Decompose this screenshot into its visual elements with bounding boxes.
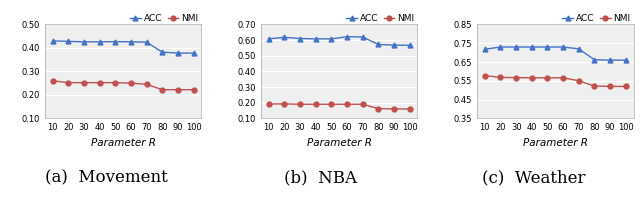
ACC — [65, 40, 72, 43]
NMI — [96, 81, 104, 84]
Line: NMI: NMI — [266, 102, 412, 111]
ACC — [328, 38, 335, 40]
X-axis label: Parameter R: Parameter R — [91, 138, 156, 148]
ACC — [343, 35, 351, 38]
Line: ACC: ACC — [50, 39, 196, 55]
NMI — [312, 103, 319, 105]
NMI — [497, 76, 504, 79]
NMI — [265, 103, 273, 105]
NMI — [591, 85, 598, 87]
NMI — [296, 103, 304, 105]
ACC — [559, 46, 567, 48]
ACC — [127, 41, 135, 43]
NMI — [49, 80, 56, 82]
ACC — [374, 43, 382, 46]
NMI — [622, 85, 630, 88]
ACC — [280, 36, 288, 39]
NMI — [374, 107, 382, 110]
Legend: ACC, NMI: ACC, NMI — [128, 12, 200, 25]
ACC — [96, 41, 104, 43]
Legend: ACC, NMI: ACC, NMI — [344, 12, 416, 25]
ACC — [174, 52, 182, 54]
NMI — [559, 76, 567, 79]
NMI — [80, 81, 88, 84]
NMI — [406, 108, 413, 110]
ACC — [296, 37, 304, 40]
ACC — [312, 38, 319, 40]
NMI — [390, 108, 398, 110]
ACC — [159, 51, 166, 53]
ACC — [111, 40, 119, 43]
ACC — [406, 44, 413, 47]
ACC — [49, 40, 56, 42]
ACC — [497, 46, 504, 48]
NMI — [606, 85, 614, 88]
NMI — [111, 81, 119, 84]
X-axis label: Parameter R: Parameter R — [307, 138, 372, 148]
Text: (a)  Movement: (a) Movement — [45, 169, 168, 186]
X-axis label: Parameter R: Parameter R — [523, 138, 588, 148]
Line: ACC: ACC — [483, 44, 628, 63]
NMI — [174, 89, 182, 91]
NMI — [343, 103, 351, 105]
Legend: ACC, NMI: ACC, NMI — [561, 12, 632, 25]
ACC — [543, 46, 551, 48]
Line: NMI: NMI — [483, 73, 628, 89]
NMI — [280, 103, 288, 105]
ACC — [591, 59, 598, 61]
ACC — [481, 48, 489, 50]
NMI — [528, 76, 536, 79]
ACC — [143, 41, 150, 43]
NMI — [159, 89, 166, 91]
Line: ACC: ACC — [266, 34, 412, 48]
ACC — [265, 38, 273, 40]
ACC — [512, 46, 520, 48]
ACC — [359, 36, 367, 38]
NMI — [359, 103, 367, 105]
NMI — [481, 74, 489, 77]
Text: (c)  Weather: (c) Weather — [481, 169, 585, 186]
NMI — [189, 89, 197, 91]
ACC — [575, 48, 582, 50]
ACC — [622, 59, 630, 61]
ACC — [189, 52, 197, 54]
NMI — [543, 76, 551, 79]
Line: NMI: NMI — [50, 78, 196, 92]
ACC — [80, 41, 88, 43]
ACC — [528, 46, 536, 48]
NMI — [127, 82, 135, 84]
ACC — [606, 59, 614, 61]
NMI — [328, 103, 335, 105]
NMI — [143, 83, 150, 85]
Text: (b)  NBA: (b) NBA — [284, 169, 356, 186]
NMI — [512, 76, 520, 79]
NMI — [575, 80, 582, 82]
ACC — [390, 44, 398, 46]
NMI — [65, 81, 72, 84]
